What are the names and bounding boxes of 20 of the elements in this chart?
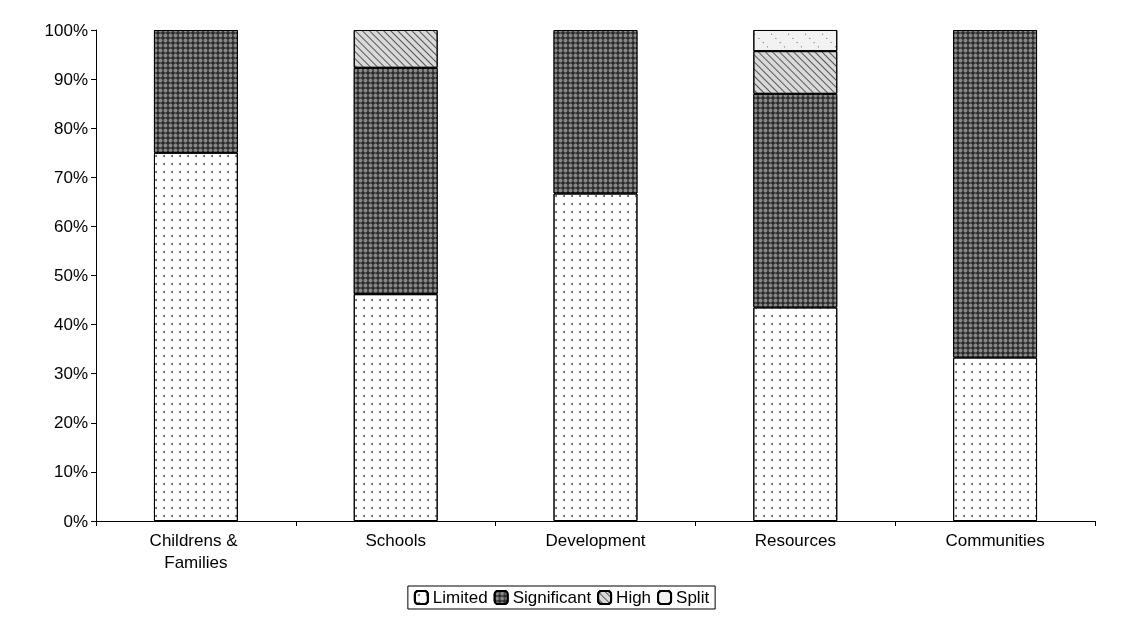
y-tick-label: 10% — [53, 462, 88, 482]
y-tick-label: 70% — [53, 167, 88, 187]
x-tick-label: Development — [545, 530, 646, 550]
x-tick-label: Communities — [945, 530, 1045, 550]
y-tick-label: 80% — [53, 118, 88, 138]
legend-label: Split — [676, 588, 710, 607]
x-tick-label: Schools — [365, 530, 426, 550]
y-tick-label: 0% — [63, 511, 88, 531]
y-tick-label: 100% — [44, 20, 88, 40]
y-tick-label: 60% — [53, 216, 88, 236]
y-tick-label: 40% — [53, 315, 88, 335]
x-tick-label: Resources — [754, 530, 836, 550]
x-tick-label: Childrens & Families — [149, 530, 243, 572]
y-tick-label: 20% — [53, 413, 88, 433]
y-tick-label: 30% — [53, 364, 88, 384]
legend-label: High — [616, 588, 652, 607]
y-tick-label: 50% — [53, 266, 88, 285]
y-tick-label: 90% — [53, 69, 88, 89]
legend-label: Limited — [432, 588, 488, 607]
legend-label: Significant — [512, 588, 592, 607]
